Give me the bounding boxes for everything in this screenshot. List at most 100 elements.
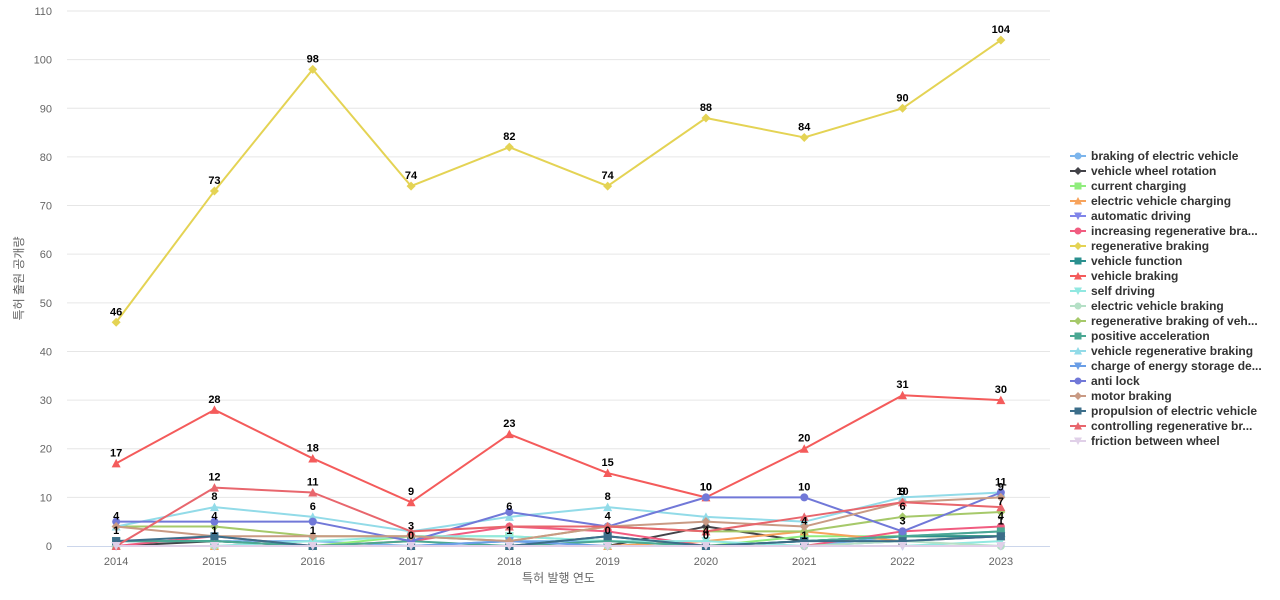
data-point[interactable] [996,395,1006,405]
data-point[interactable] [701,113,711,123]
series-controlling-regenerative-br[interactable] [111,483,1006,550]
legend-item-increasing-regenerative-bra[interactable]: increasing regenerative bra... [1070,223,1275,238]
data-point[interactable] [308,537,318,546]
data-point[interactable] [603,532,612,541]
data-point[interactable] [308,542,318,551]
data-point[interactable] [800,532,809,541]
legend-item-friction-between-wheel[interactable]: friction between wheel [1070,433,1275,448]
data-point[interactable] [308,64,318,74]
data-point[interactable] [308,453,318,463]
data-point[interactable] [898,103,908,113]
data-point[interactable] [406,181,416,191]
data-point[interactable] [701,517,711,527]
data-point[interactable] [111,317,121,327]
data-point[interactable] [996,527,1005,536]
data-point[interactable] [504,142,514,152]
data-point[interactable] [210,517,219,526]
data-point[interactable] [996,532,1005,541]
legend-item-regenerative-braking-of-veh[interactable]: regenerative braking of veh... [1070,313,1275,328]
data-point[interactable] [603,468,613,478]
data-point[interactable] [603,502,613,512]
data-point[interactable] [406,542,416,551]
legend-item-anti-lock[interactable]: anti lock [1070,373,1275,388]
data-point[interactable] [209,542,219,551]
data-point[interactable] [996,492,1006,502]
series-vehicle-braking[interactable] [111,390,1006,507]
data-point[interactable] [210,532,219,541]
data-point[interactable] [112,517,121,526]
data-point[interactable] [209,186,219,196]
data-point[interactable] [799,517,809,526]
data-point[interactable] [800,537,809,546]
data-point[interactable] [898,532,907,541]
data-point[interactable] [799,522,809,532]
data-point[interactable] [898,390,908,400]
legend-item-electric-vehicle-braking[interactable]: electric vehicle braking [1070,298,1275,313]
data-point[interactable] [996,35,1006,45]
y-tick-label: 50 [40,298,52,310]
data-point[interactable] [209,502,219,512]
data-point[interactable] [898,542,908,551]
legend-item-vehicle-function[interactable]: vehicle function [1070,253,1275,268]
legend-item-automatic-driving[interactable]: automatic driving [1070,208,1275,223]
data-point[interactable] [996,488,1005,497]
data-point[interactable] [799,526,809,536]
data-point[interactable] [701,512,711,521]
legend-item-regenerative-braking[interactable]: regenerative braking [1070,238,1275,253]
data-point[interactable] [308,531,318,541]
data-point[interactable] [898,492,908,502]
data-point[interactable] [504,429,514,439]
data-point[interactable] [799,542,809,551]
legend-item-vehicle-regenerative-braking[interactable]: vehicle regenerative braking [1070,343,1275,358]
data-point[interactable] [504,542,514,551]
data-point[interactable] [701,522,711,532]
data-point[interactable] [701,537,711,546]
legend-item-self-driving[interactable]: self driving [1070,283,1275,298]
data-point[interactable] [112,537,121,546]
data-point[interactable] [603,522,613,531]
data-point[interactable] [603,181,613,191]
series-friction-between-wheel[interactable] [111,542,1006,551]
legend-item-electric-vehicle-charging[interactable]: electric vehicle charging [1070,193,1275,208]
data-point[interactable] [799,444,809,453]
data-point[interactable] [701,542,711,551]
data-point[interactable] [603,537,612,546]
series-regenerative-braking[interactable] [111,35,1006,327]
data-point[interactable] [209,405,219,414]
data-point[interactable] [210,537,219,546]
data-point[interactable] [800,493,809,502]
legend-item-vehicle-wheel-rotation[interactable]: vehicle wheel rotation [1070,163,1275,178]
data-point[interactable] [504,532,514,541]
legend-label: regenerative braking [1091,238,1210,253]
data-point[interactable] [799,512,809,521]
data-point[interactable] [701,493,710,502]
legend-item-propulsion-of-electric-vehicle[interactable]: propulsion of electric vehicle [1070,403,1275,418]
legend-item-positive-acceleration[interactable]: positive acceleration [1070,328,1275,343]
legend-item-charge-of-energy-storage-de[interactable]: charge of energy storage de... [1070,358,1275,373]
data-point[interactable] [799,132,809,142]
data-point[interactable] [504,512,514,521]
legend-item-motor-braking[interactable]: motor braking [1070,388,1275,403]
data-point[interactable] [898,497,908,507]
data-point[interactable] [111,542,121,551]
data-point[interactable] [898,512,908,522]
data-point[interactable] [996,542,1006,551]
data-point[interactable] [209,483,219,492]
data-point[interactable] [996,502,1006,512]
data-point[interactable] [308,517,317,526]
legend-item-controlling-regenerative-br[interactable]: controlling regenerative br... [1070,418,1275,433]
data-point[interactable] [603,542,613,551]
legend-item-current-charging[interactable]: current charging [1070,178,1275,193]
legend-item-vehicle-braking[interactable]: vehicle braking [1070,268,1275,283]
data-point[interactable] [111,458,121,468]
data-point[interactable] [504,522,514,531]
data-point[interactable] [505,507,514,516]
data-point[interactable] [308,488,318,497]
data-point[interactable] [701,526,711,536]
legend-item-braking-of-electric-vehicle[interactable]: braking of electric vehicle [1070,148,1275,163]
data-point[interactable] [898,537,907,546]
data-point[interactable] [406,526,416,536]
data-point[interactable] [111,522,121,532]
data-point[interactable] [406,497,416,507]
data-point[interactable] [898,527,907,536]
